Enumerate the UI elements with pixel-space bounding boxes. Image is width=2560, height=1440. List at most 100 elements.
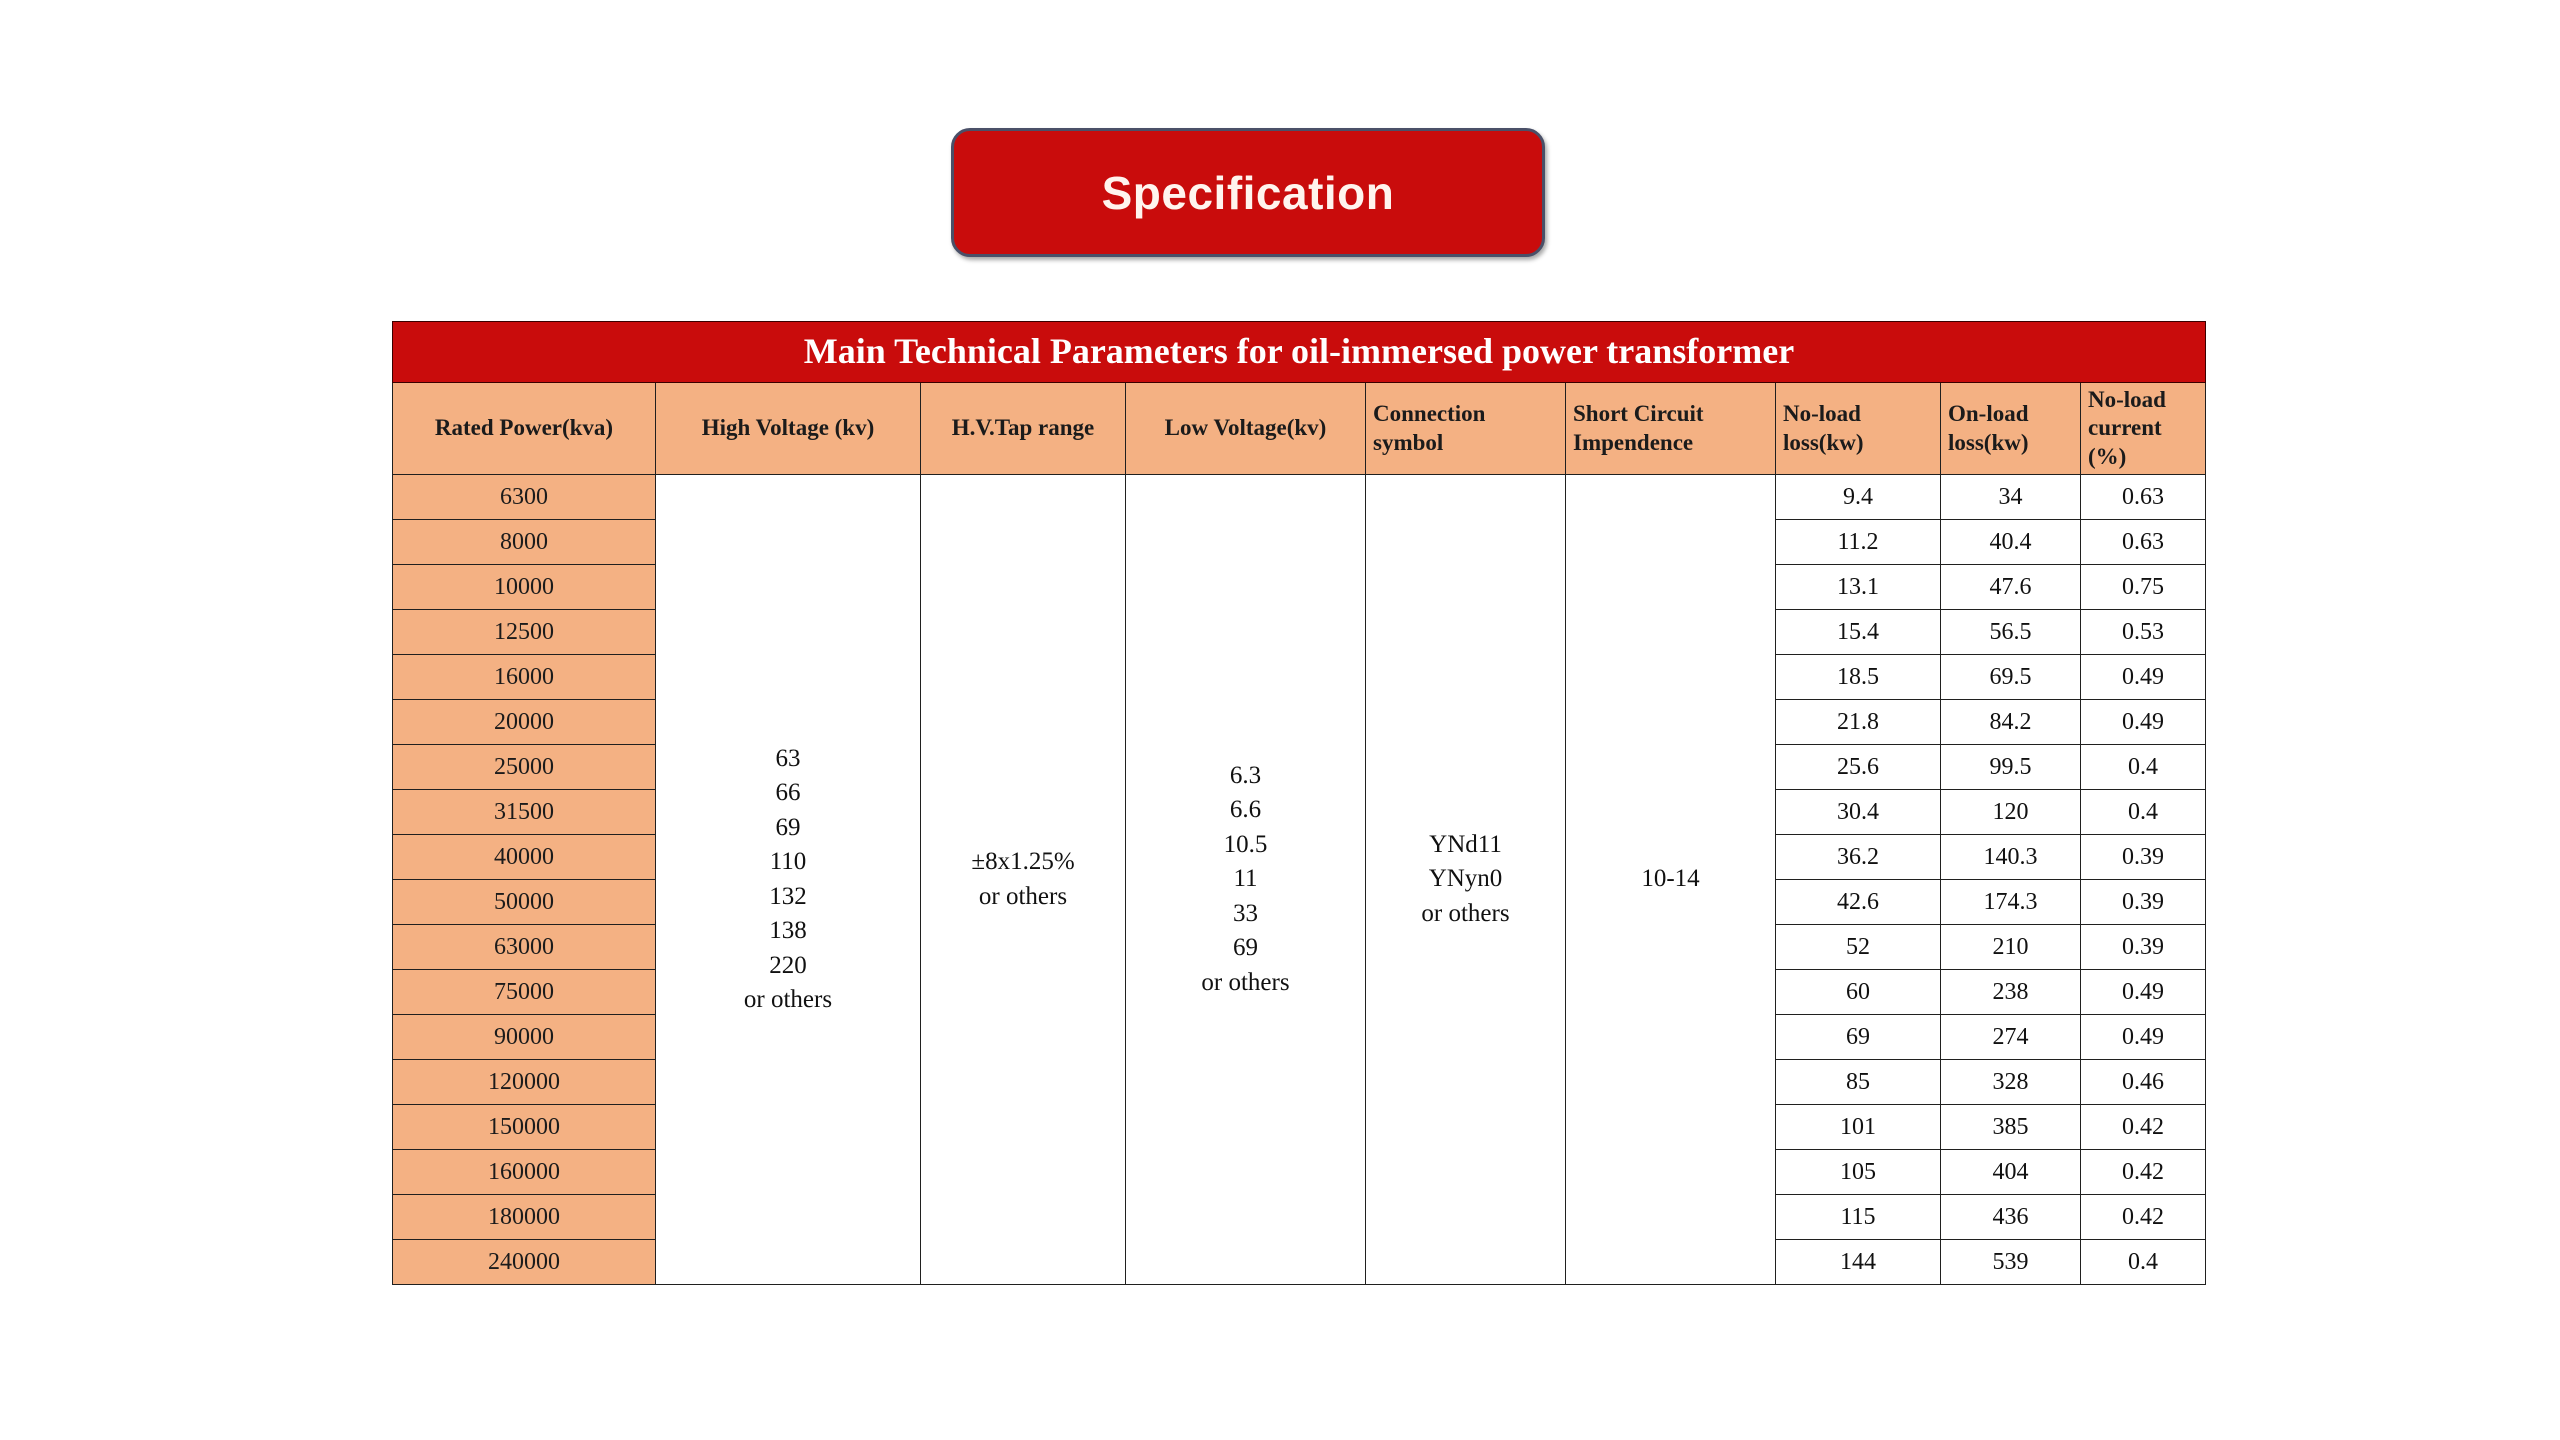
cell-no-load-current: 0.39 xyxy=(2079,924,2207,970)
cell-no-load-loss: 21.8 xyxy=(1775,699,1941,745)
merged-cell-line: 63 xyxy=(775,744,801,772)
cell-on-load-loss: 47.6 xyxy=(1940,564,2081,610)
column-header-rated-power: Rated Power(kva) xyxy=(392,382,656,475)
cell-no-load-loss: 42.6 xyxy=(1775,879,1941,925)
merged-cell-line: 6.3 xyxy=(1229,761,1262,789)
column-header-on-load-loss: On-load loss(kw) xyxy=(1940,382,2081,475)
table-title-row: Main Technical Parameters for oil-immers… xyxy=(391,321,2207,383)
cell-on-load-loss: 69.5 xyxy=(1940,654,2081,700)
table-row: 90000 69 274 0.49 xyxy=(392,1014,2207,1060)
cell-rated-power: 90000 xyxy=(392,1014,656,1060)
cell-no-load-current: 0.63 xyxy=(2079,474,2207,520)
merged-cell-line: or others xyxy=(743,986,833,1013)
cell-on-load-loss: 34 xyxy=(1940,474,2081,520)
cell-no-load-loss: 13.1 xyxy=(1775,564,1941,610)
cell-on-load-loss: 328 xyxy=(1940,1059,2081,1105)
cell-rated-power: 31500 xyxy=(392,789,656,835)
table-row: 40000 36.2 140.3 0.39 xyxy=(392,834,2207,880)
cell-low-voltage-values: 6.3 6.6 10.5 11 33 69 or others xyxy=(1125,474,1366,1285)
cell-rated-power: 10000 xyxy=(392,564,656,610)
cell-no-load-loss: 101 xyxy=(1775,1104,1941,1150)
cell-no-load-loss: 115 xyxy=(1775,1194,1941,1240)
cell-hv-tap-range-values: ±8x1.25% or others xyxy=(920,474,1126,1285)
cell-rated-power: 120000 xyxy=(392,1059,656,1105)
table-row: 10000 13.1 47.6 0.75 xyxy=(392,564,2207,610)
cell-on-load-loss: 40.4 xyxy=(1940,519,2081,565)
specification-table-container: Main Technical Parameters for oil-immers… xyxy=(391,321,2207,1285)
table-row: 8000 11.2 40.4 0.63 xyxy=(392,519,2207,565)
cell-no-load-current: 0.53 xyxy=(2079,609,2207,655)
merged-cell-line: 69 xyxy=(775,813,801,841)
column-header-connection-symbol: Connection symbol xyxy=(1365,382,1566,475)
cell-on-load-loss: 436 xyxy=(1940,1194,2081,1240)
table-row: 120000 85 328 0.46 xyxy=(392,1059,2207,1105)
table-row: 20000 21.8 84.2 0.49 xyxy=(392,699,2207,745)
merged-cell-line: 220 xyxy=(769,951,807,979)
column-header-high-voltage: High Voltage (kv) xyxy=(655,382,921,475)
cell-rated-power: 6300 xyxy=(392,474,656,520)
cell-on-load-loss: 99.5 xyxy=(1940,744,2081,790)
cell-no-load-loss: 30.4 xyxy=(1775,789,1941,835)
table-row: 25000 25.6 99.5 0.4 xyxy=(392,744,2207,790)
technical-parameters-table: Main Technical Parameters for oil-immers… xyxy=(391,321,2207,1285)
table-row: 75000 60 238 0.49 xyxy=(392,969,2207,1015)
cell-on-load-loss: 140.3 xyxy=(1940,834,2081,880)
cell-no-load-current: 0.42 xyxy=(2079,1194,2207,1240)
cell-no-load-current: 0.49 xyxy=(2079,1014,2207,1060)
cell-no-load-current: 0.4 xyxy=(2079,744,2207,790)
cell-on-load-loss: 238 xyxy=(1940,969,2081,1015)
merged-cell-line: YNyn0 xyxy=(1428,865,1503,893)
cell-rated-power: 16000 xyxy=(392,654,656,700)
cell-no-load-current: 0.42 xyxy=(2079,1104,2207,1150)
cell-on-load-loss: 274 xyxy=(1940,1014,2081,1060)
cell-rated-power: 180000 xyxy=(392,1194,656,1240)
cell-no-load-loss: 18.5 xyxy=(1775,654,1941,700)
column-header-short-circuit-impendence: Short Circuit Impendence xyxy=(1565,382,1776,475)
cell-no-load-current: 0.63 xyxy=(2079,519,2207,565)
table-header-row: Rated Power(kva) High Voltage (kv) H.V.T… xyxy=(392,382,2207,475)
cell-no-load-loss: 11.2 xyxy=(1775,519,1941,565)
cell-no-load-loss: 85 xyxy=(1775,1059,1941,1105)
cell-rated-power: 240000 xyxy=(392,1239,656,1285)
cell-rated-power: 63000 xyxy=(392,924,656,970)
cell-no-load-loss: 60 xyxy=(1775,969,1941,1015)
cell-rated-power: 150000 xyxy=(392,1104,656,1150)
cell-no-load-current: 0.49 xyxy=(2079,969,2207,1015)
merged-cell-line: or others xyxy=(1201,968,1290,996)
cell-rated-power: 12500 xyxy=(392,609,656,655)
table-row: 31500 30.4 120 0.4 xyxy=(392,789,2207,835)
column-header-no-load-current: No-load current (%) xyxy=(2079,382,2207,475)
cell-no-load-current: 0.75 xyxy=(2079,564,2207,610)
cell-on-load-loss: 210 xyxy=(1940,924,2081,970)
merged-cell-line: 33 xyxy=(1233,899,1258,927)
merged-cell-line: 69 xyxy=(1233,934,1258,962)
cell-no-load-loss: 15.4 xyxy=(1775,609,1941,655)
table-row: 12500 15.4 56.5 0.53 xyxy=(392,609,2207,655)
table-row: 63000 52 210 0.39 xyxy=(392,924,2207,970)
column-header-hv-tap-range: H.V.Tap range xyxy=(920,382,1126,475)
cell-on-load-loss: 120 xyxy=(1940,789,2081,835)
merged-cell-line: YNd11 xyxy=(1429,830,1502,858)
merged-cell-line: 10.5 xyxy=(1223,830,1268,858)
cell-rated-power: 160000 xyxy=(392,1149,656,1195)
table-title-cell: Main Technical Parameters for oil-immers… xyxy=(391,321,2207,383)
cell-connection-symbol-values: YNd11 YNyn0 or others xyxy=(1365,474,1566,1285)
cell-on-load-loss: 404 xyxy=(1940,1149,2081,1195)
cell-no-load-loss: 144 xyxy=(1775,1239,1941,1285)
table-row: 240000 144 539 0.4 xyxy=(392,1239,2207,1285)
merged-cell-line: ±8x1.25% xyxy=(971,848,1075,875)
cell-on-load-loss: 385 xyxy=(1940,1104,2081,1150)
cell-rated-power: 50000 xyxy=(392,879,656,925)
cell-on-load-loss: 56.5 xyxy=(1940,609,2081,655)
merged-cell-line: 11 xyxy=(1233,865,1258,893)
cell-on-load-loss: 84.2 xyxy=(1940,699,2081,745)
cell-rated-power: 25000 xyxy=(392,744,656,790)
merged-cell-line: 6.6 xyxy=(1229,796,1262,824)
merged-cell-line: or others xyxy=(978,882,1068,910)
cell-on-load-loss: 539 xyxy=(1940,1239,2081,1285)
table-row: 150000 101 385 0.42 xyxy=(392,1104,2207,1150)
column-header-no-load-loss: No-load loss(kw) xyxy=(1775,382,1941,475)
merged-cell-line: 110 xyxy=(769,848,807,875)
cell-no-load-current: 0.39 xyxy=(2079,879,2207,925)
table-row: 160000 105 404 0.42 xyxy=(392,1149,2207,1195)
